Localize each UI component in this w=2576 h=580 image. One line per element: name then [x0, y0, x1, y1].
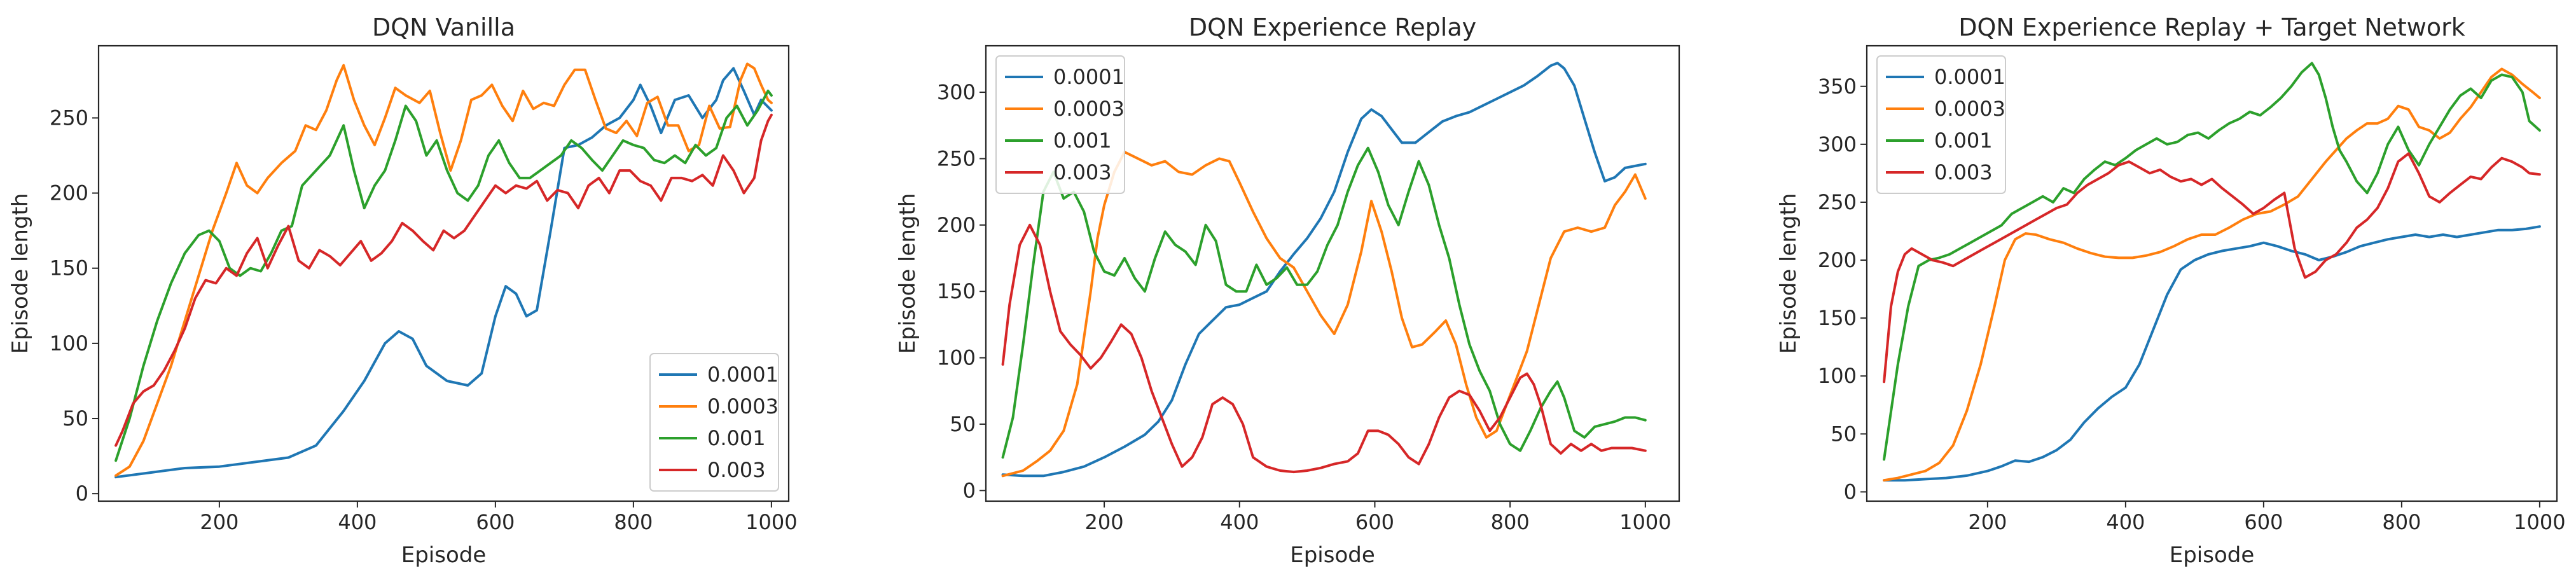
chart-title: DQN Experience Replay + Target Network — [1958, 13, 2465, 41]
legend-box — [995, 55, 1125, 194]
legend-label-0.001: 0.001 — [1934, 128, 1993, 153]
series-line-0.0003 — [1001, 151, 1647, 478]
series-line-0.0003 — [114, 62, 773, 477]
series-line-0.0001 — [1001, 62, 1647, 478]
plot-frame — [985, 45, 1680, 502]
legend: 0.0001 0.0003 0.001 0.003 — [649, 353, 779, 492]
legend-label-0.0003: 0.0003 — [707, 394, 779, 418]
x-tick-label: 400 — [338, 510, 377, 534]
y-axis-label: Episode length — [895, 193, 920, 354]
legend-label-0.003: 0.003 — [1934, 160, 1993, 184]
y-tick-label: 200 — [937, 213, 976, 237]
series-line-0.001 — [1001, 146, 1647, 459]
x-axis-label: Episode — [1290, 542, 1375, 568]
chart-panel-2: 200 400 600 800 1000 0 50 100 150 200 250 300 DQN Ex… — [895, 13, 1680, 568]
legend-label-0.0001: 0.0001 — [1934, 65, 2005, 89]
x-tick-label: 1000 — [1619, 510, 1671, 534]
legend-label-0.001: 0.001 — [707, 426, 766, 450]
legend-label-0.003: 0.003 — [707, 458, 766, 482]
x-axis-label: Episode — [401, 542, 487, 568]
y-tick-label: 350 — [1818, 74, 1857, 99]
legend-label-0.0001: 0.0001 — [1053, 65, 1125, 89]
y-tick-label: 150 — [1818, 306, 1857, 330]
series-line-0.003 — [1001, 223, 1647, 474]
y-tick-label: 300 — [937, 80, 976, 104]
legend-label-0.0003: 0.0003 — [1053, 97, 1125, 121]
x-tick-label: 200 — [200, 510, 239, 534]
legend-label-0.0003: 0.0003 — [1934, 97, 2005, 121]
x-tick-label: 600 — [1355, 510, 1394, 534]
y-axis-label: Episode length — [1776, 193, 1801, 354]
x-tick-label: 200 — [1085, 510, 1124, 534]
y-tick-label: 0 — [76, 481, 88, 506]
x-tick-label: 400 — [2106, 510, 2145, 534]
chart-panel-3: 200 400 600 800 1000 0 50 100 150 200 250 300 350 DQN… — [1776, 13, 2566, 568]
y-tick-label: 150 — [937, 279, 976, 303]
chart-title: DQN Vanilla — [372, 13, 515, 41]
legend-label-0.001: 0.001 — [1053, 128, 1112, 153]
x-tick-label: 1000 — [745, 510, 797, 534]
y-tick-label: 250 — [1818, 190, 1857, 214]
y-tick-label: 100 — [937, 346, 976, 370]
legend-box — [1876, 55, 2006, 194]
x-axis-label: Episode — [2170, 542, 2255, 568]
y-tick-label: 0 — [963, 478, 976, 502]
y-tick-label: 50 — [62, 406, 88, 431]
plot-frame — [97, 45, 790, 502]
x-tick-label: 800 — [614, 510, 653, 534]
plot-frame — [1866, 45, 2558, 502]
y-tick-label: 100 — [1818, 364, 1857, 388]
legend-box — [649, 353, 779, 492]
y-tick-label: 300 — [1818, 132, 1857, 156]
x-tick-label: 600 — [2244, 510, 2283, 534]
y-tick-label: 100 — [50, 331, 88, 356]
series-line-0.003 — [114, 113, 773, 447]
y-tick-label: 50 — [950, 412, 976, 436]
x-tick-label: 800 — [2382, 510, 2421, 534]
chart-panel-1: 200 400 600 800 1000 0 50 100 150 200 250 DQN Vanil… — [8, 13, 798, 568]
x-tick-label: 600 — [476, 510, 515, 534]
legend: 0.0001 0.0003 0.001 0.003 — [1876, 55, 2006, 194]
legend-label-0.0001: 0.0001 — [707, 362, 779, 387]
y-tick-label: 200 — [50, 181, 88, 205]
y-tick-label: 200 — [1818, 248, 1857, 272]
y-tick-label: 0 — [1844, 480, 1857, 504]
series-line-0.001 — [114, 89, 773, 462]
x-tick-label: 800 — [1491, 510, 1530, 534]
y-tick-label: 250 — [50, 106, 88, 130]
legend: 0.0001 0.0003 0.001 0.003 — [995, 55, 1125, 194]
x-tick-label: 1000 — [2514, 510, 2565, 534]
series-line-0.0001 — [1883, 225, 2541, 482]
series-line-0.003 — [1883, 152, 2541, 383]
x-tick-label: 200 — [1968, 510, 2007, 534]
x-tick-label: 400 — [1220, 510, 1259, 534]
y-tick-label: 50 — [1831, 422, 1857, 446]
y-axis-label: Episode length — [8, 193, 33, 354]
y-tick-label: 250 — [937, 146, 976, 170]
series-line-0.0003 — [1883, 67, 2541, 482]
y-tick-label: 150 — [50, 256, 88, 280]
series-line-0.001 — [1883, 62, 2541, 461]
legend-label-0.003: 0.003 — [1053, 160, 1112, 184]
chart-title: DQN Experience Replay — [1189, 13, 1476, 41]
